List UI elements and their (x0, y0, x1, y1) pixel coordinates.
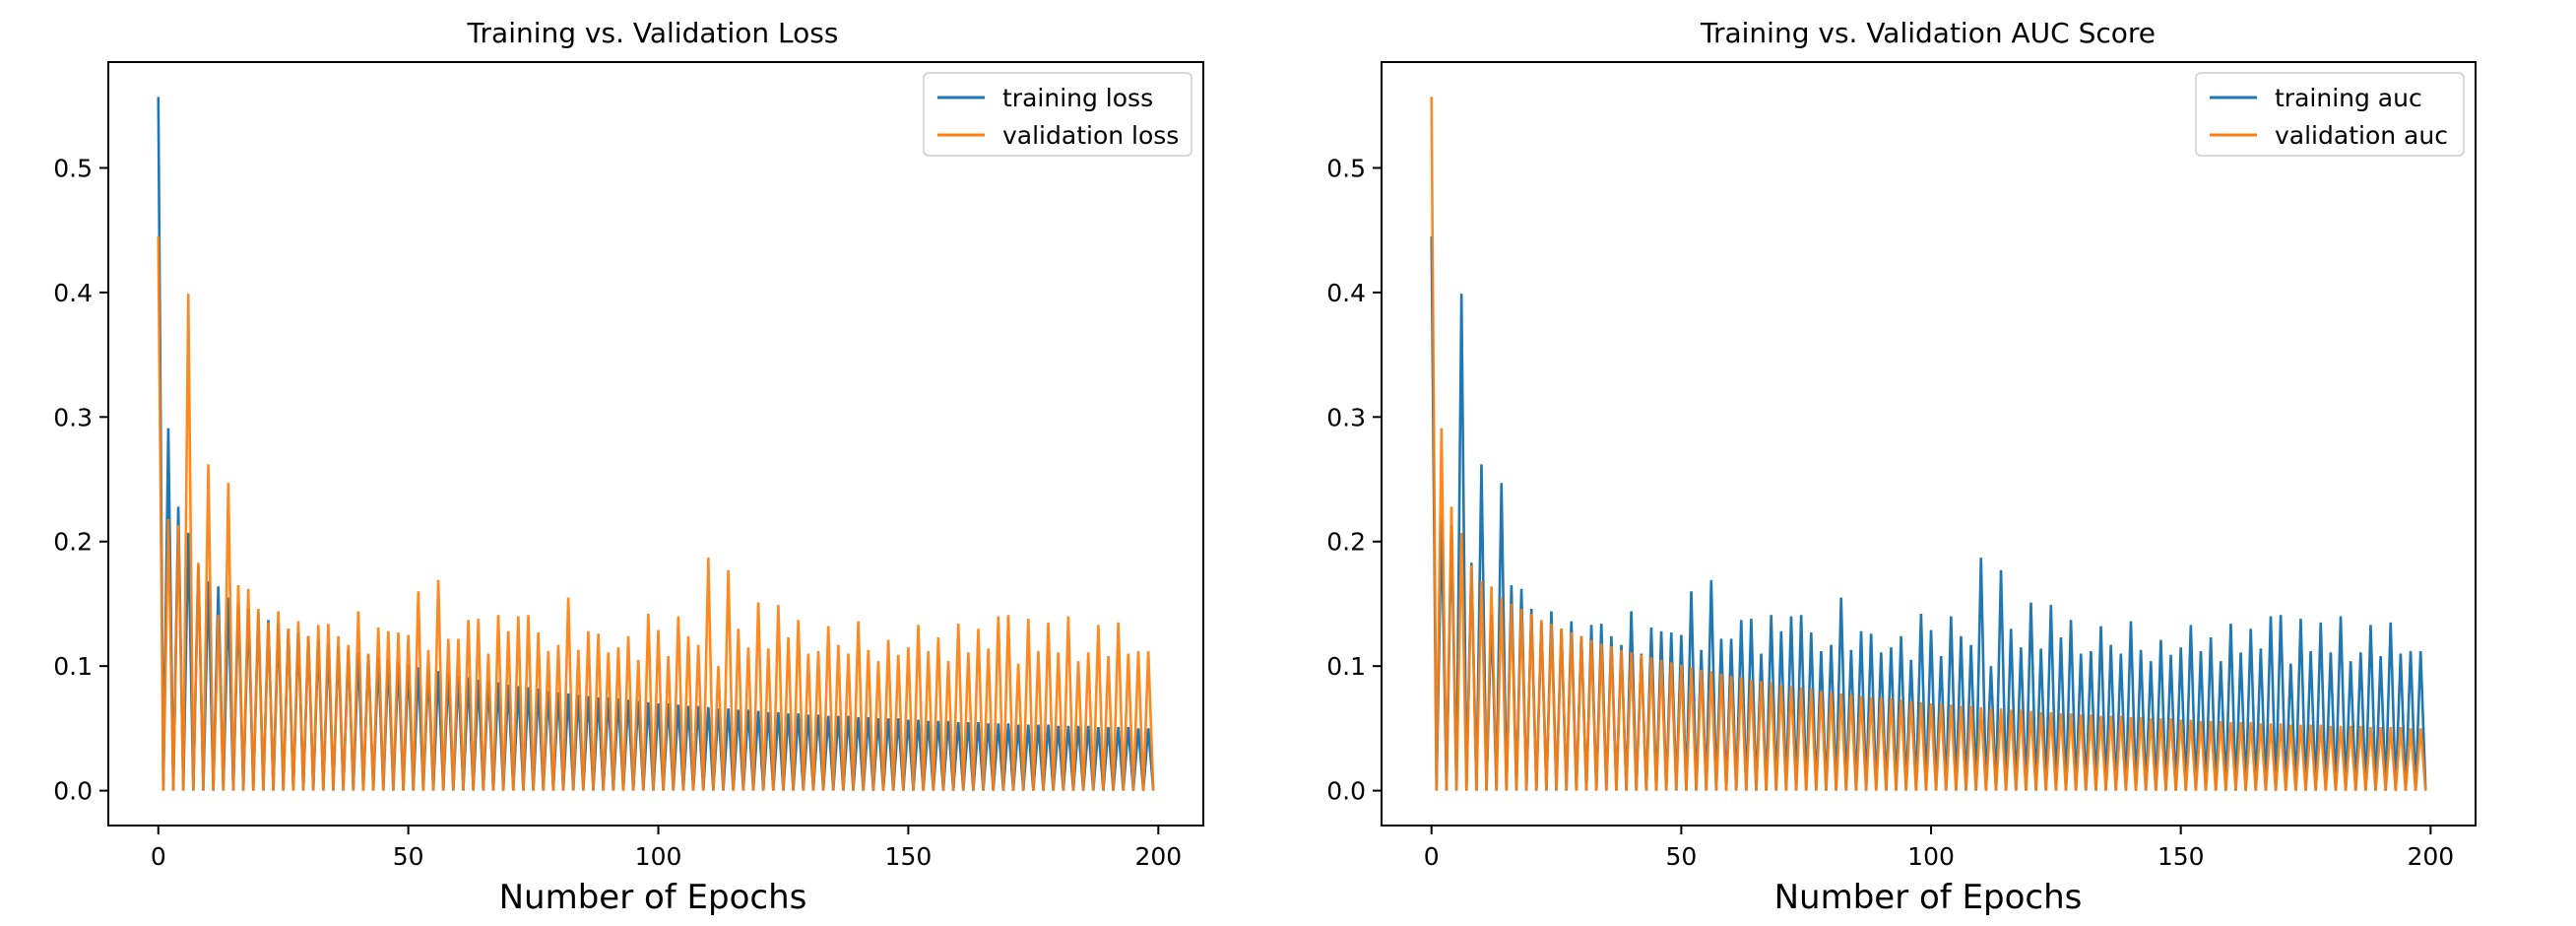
chart-title: Training vs. Validation Loss (467, 17, 839, 49)
x-tick-label: 50 (393, 842, 424, 871)
y-tick-label: 0.0 (53, 777, 93, 806)
x-tick-label: 100 (1907, 842, 1955, 871)
y-tick-label: 0.3 (1326, 403, 1366, 431)
y-tick-label: 0.2 (53, 528, 93, 557)
y-tick-label: 0.1 (53, 652, 93, 681)
chart-title: Training vs. Validation AUC Score (1700, 17, 2156, 49)
legend: training loss validation loss (923, 72, 1192, 157)
series-lines (1430, 97, 2427, 791)
x-tick-label: 150 (2157, 842, 2205, 871)
x-tick-label: 150 (885, 842, 933, 871)
y-tick-label: 0.1 (1326, 652, 1366, 681)
legend: training auc validation auc (2195, 72, 2465, 157)
series-line-validation-loss (157, 235, 1155, 791)
series-line-validation-auc (1430, 97, 2427, 791)
auc-chart: Training vs. Validation AUC Score 0.0 0.1… (1326, 17, 2477, 917)
legend-label: training loss (1002, 84, 1153, 112)
x-tick-label: 0 (151, 842, 166, 871)
loss-chart: Training vs. Validation Loss 0.00.10.20.… (53, 17, 1204, 917)
axes-frame (1381, 61, 2477, 827)
legend-label: validation loss (1002, 121, 1179, 150)
y-tick-label: 0.3 (53, 403, 93, 431)
loss-plot-area: 0.0 0.1 0.2 0.3 0.4 0.5 0 50 100 150 200 training l… (53, 61, 1204, 871)
legend-box (2195, 72, 2465, 157)
x-tick-label: 100 (635, 842, 682, 871)
x-axis-label: Number of Epochs (1774, 878, 2083, 917)
x-tick-label: 200 (2407, 842, 2454, 871)
legend-label: validation auc (2275, 121, 2448, 150)
y-tick-label: 0.2 (1326, 528, 1366, 557)
x-tick-label: 50 (1665, 842, 1697, 871)
x-tick-label: 200 (1134, 842, 1182, 871)
y-tick-label: 0.0 (1326, 777, 1366, 806)
y-tick-label: 0.4 (1326, 279, 1366, 307)
y-tick-label: 0.5 (1326, 154, 1366, 182)
axes-frame (107, 61, 1204, 827)
x-axis-label: Number of Epochs (499, 878, 807, 917)
legend-box (923, 72, 1192, 157)
x-tick-label: 0 (1424, 842, 1440, 871)
series-lines (157, 97, 1155, 791)
legend-label: training auc (2275, 84, 2422, 112)
y-tick-label: 0.4 (53, 279, 93, 307)
auc-plot-area: 0.0 0.1 0.2 0.3 0.4 0.5 0 50 100 150 200 training a… (1326, 61, 2477, 871)
y-tick-label: 0.5 (53, 154, 93, 182)
